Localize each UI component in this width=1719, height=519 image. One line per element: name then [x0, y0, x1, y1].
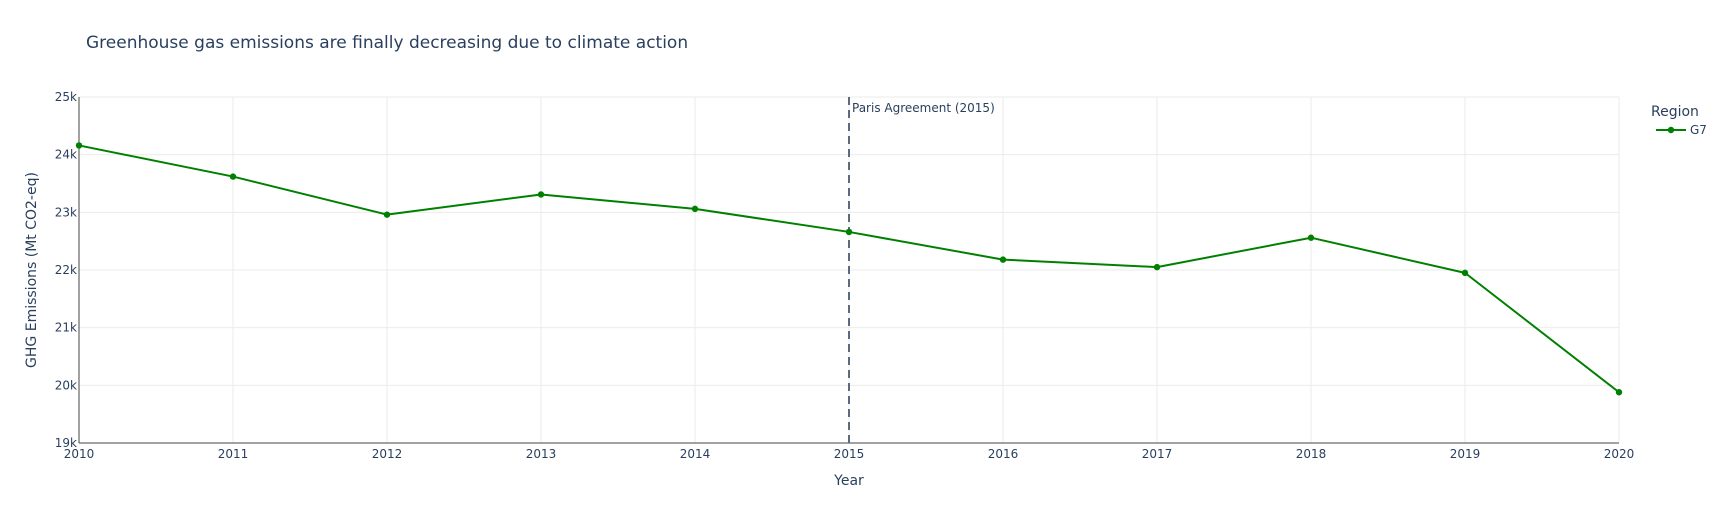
x-tick-label: 2016 — [988, 447, 1019, 461]
data-point — [537, 191, 545, 198]
x-tick-label: 2010 — [64, 447, 95, 461]
y-tick-label: 25k — [55, 90, 77, 104]
data-point — [383, 211, 391, 218]
annotation-layer: Paris Agreement (2015) — [848, 97, 995, 443]
x-tick-label: 2012 — [372, 447, 403, 461]
y-tick-label: 23k — [55, 205, 77, 219]
data-point — [691, 205, 699, 213]
x-tick-label: 2011 — [218, 447, 249, 461]
y-tick-label: 24k — [55, 148, 77, 162]
legend: Region G7 — [1651, 104, 1707, 137]
data-point — [999, 256, 1007, 263]
data-point — [1461, 269, 1469, 277]
data-point — [845, 228, 853, 236]
legend-label[interactable]: G7 — [1690, 123, 1707, 137]
x-tick-label: 2015 — [834, 447, 865, 461]
data-point — [1307, 234, 1315, 241]
axis-layer: 2010 2011 2012 2013 2014 2015 2016 2017 2018 2019… — [55, 90, 1634, 461]
x-tick-label: 2019 — [1450, 447, 1481, 461]
paris-agreement-label: Paris Agreement (2015) — [852, 101, 995, 115]
data-point — [1615, 389, 1623, 396]
y-axis-title: GHG Emissions (Mt CO2-eq) — [24, 172, 40, 368]
legend-items: G7 — [1656, 123, 1707, 137]
y-tick-label: 19k — [55, 436, 77, 450]
x-tick-label: 2017 — [1142, 447, 1173, 461]
x-tick-label: 2013 — [526, 447, 557, 461]
x-tick-label: 2020 — [1604, 447, 1635, 461]
data-point — [75, 142, 83, 149]
data-point — [1153, 263, 1161, 271]
chart-title: Greenhouse gas emissions are finally dec… — [86, 33, 688, 53]
y-tick-label: 22k — [55, 263, 77, 277]
x-tick-label: 2018 — [1296, 447, 1327, 461]
y-tick-label: 20k — [55, 378, 77, 392]
x-axis-title: Year — [833, 473, 864, 489]
legend-swatch-marker — [1667, 126, 1675, 134]
data-point — [229, 173, 237, 180]
y-tick-label: 21k — [55, 321, 77, 335]
legend-title: Region — [1651, 104, 1699, 120]
x-tick-label: 2014 — [680, 447, 711, 461]
series-layer — [75, 142, 1623, 396]
